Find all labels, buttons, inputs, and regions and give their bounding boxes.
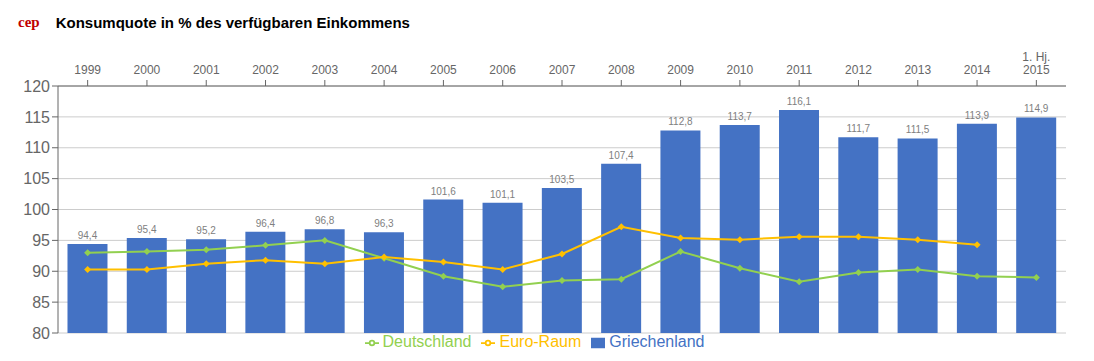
svg-text:2006: 2006 (489, 63, 516, 77)
svg-text:105: 105 (23, 170, 50, 187)
svg-text:95,4: 95,4 (137, 224, 157, 235)
svg-text:115: 115 (24, 109, 50, 126)
svg-text:101,1: 101,1 (490, 189, 515, 200)
svg-text:1999: 1999 (74, 63, 101, 77)
svg-text:2011: 2011 (786, 63, 812, 77)
svg-text:95,2: 95,2 (196, 225, 216, 236)
svg-text:113,9: 113,9 (965, 110, 990, 121)
svg-text:111,7: 111,7 (847, 123, 871, 134)
svg-text:96,8: 96,8 (315, 215, 335, 226)
svg-text:2010: 2010 (727, 63, 754, 77)
svg-text:112,8: 112,8 (668, 116, 693, 127)
svg-text:2005: 2005 (430, 63, 457, 77)
html-text:Konsumquote in % des verfügbar: Konsumquote in % des verfügbaren Einkomm… (55, 13, 410, 31)
svg-text:120: 120 (23, 78, 50, 95)
svg-text:2012: 2012 (845, 63, 872, 77)
svg-text:114,9: 114,9 (1024, 103, 1049, 114)
svg-text:2013: 2013 (904, 63, 931, 77)
svg-text:94,4: 94,4 (78, 230, 98, 241)
svg-text:2007: 2007 (549, 63, 576, 77)
html-text:cep: cep (18, 13, 40, 30)
svg-text:1. Hj.2015: 1. Hj.2015 (1022, 50, 1050, 77)
svg-text:2000: 2000 (134, 63, 161, 77)
svg-text:2003: 2003 (311, 63, 338, 77)
svg-text:2002: 2002 (252, 63, 279, 77)
svg-text:80: 80 (32, 325, 50, 342)
svg-text:101,6: 101,6 (431, 186, 456, 197)
html-text:Euro-Raum: Euro-Raum (499, 333, 582, 350)
svg-text:96,3: 96,3 (374, 218, 394, 229)
svg-text:90: 90 (32, 263, 50, 280)
svg-text:107,4: 107,4 (609, 150, 634, 161)
svg-text:2008: 2008 (608, 63, 635, 77)
svg-text:2004: 2004 (371, 63, 398, 77)
svg-text:116,1: 116,1 (787, 96, 812, 107)
svg-text:2001: 2001 (193, 63, 220, 77)
svg-text:100: 100 (23, 201, 50, 218)
svg-text:85: 85 (32, 294, 50, 311)
svg-text:103,5: 103,5 (549, 174, 574, 185)
svg-text:111,5: 111,5 (906, 124, 930, 135)
html-text:Griechenland: Griechenland (609, 333, 705, 350)
svg-text:95: 95 (32, 232, 50, 249)
svg-text:2009: 2009 (667, 63, 694, 77)
svg-text:96,4: 96,4 (256, 218, 276, 229)
html-text:Deutschland: Deutschland (382, 333, 472, 350)
svg-text:110: 110 (24, 139, 50, 156)
svg-text:113,7: 113,7 (728, 111, 753, 122)
svg-text:2014: 2014 (964, 63, 991, 77)
